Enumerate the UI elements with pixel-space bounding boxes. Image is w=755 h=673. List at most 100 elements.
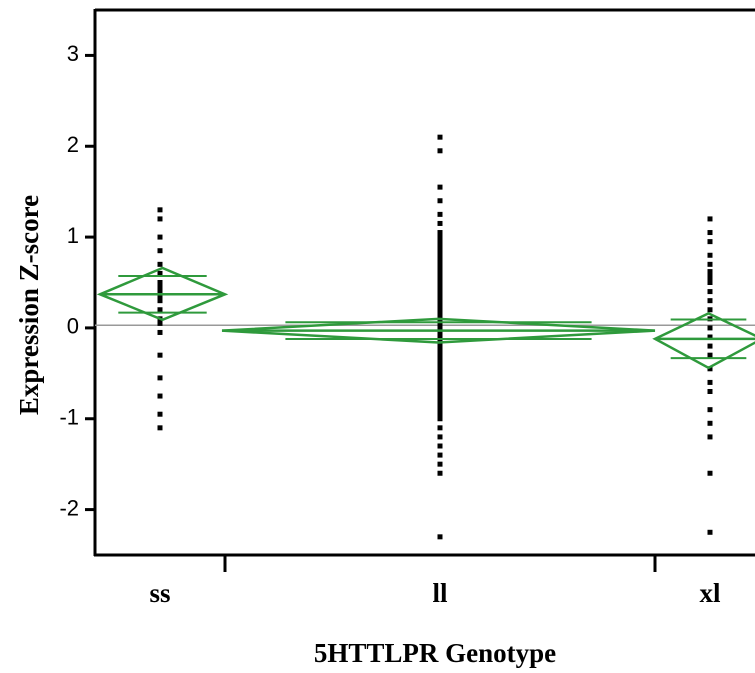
- data-point: [707, 298, 713, 304]
- data-point: [437, 393, 443, 399]
- data-point: [707, 289, 713, 295]
- y-tick-label: -1: [59, 405, 79, 430]
- data-point: [437, 366, 443, 372]
- data-point: [437, 461, 443, 467]
- data-point: [437, 452, 443, 458]
- data-point: [437, 148, 443, 154]
- data-point: [707, 325, 713, 331]
- y-axis-title: Expression Z-score: [14, 195, 44, 415]
- data-point: [437, 334, 443, 340]
- data-point: [437, 298, 443, 304]
- data-point: [437, 343, 443, 349]
- data-point: [157, 261, 163, 267]
- data-point: [157, 329, 163, 335]
- data-point: [707, 352, 713, 358]
- x-tick-label: ll: [432, 578, 448, 608]
- data-point: [437, 389, 443, 394]
- data-point: [437, 329, 443, 335]
- data-point: [437, 234, 443, 240]
- data-point: [707, 252, 713, 258]
- data-point: [437, 252, 443, 258]
- data-point: [157, 216, 163, 222]
- data-point: [437, 434, 443, 440]
- data-point: [437, 402, 443, 408]
- y-tick-label: -2: [59, 495, 79, 520]
- x-axis-title: 5HTTLPR Genotype: [314, 638, 556, 668]
- data-point: [437, 470, 443, 476]
- y-tick-label: 0: [67, 314, 79, 339]
- mean-diamond: [652, 311, 755, 370]
- data-point: [437, 220, 443, 226]
- data-point: [157, 293, 163, 299]
- data-point: [437, 379, 443, 385]
- data-point: [707, 366, 713, 372]
- data-point: [157, 352, 163, 358]
- data-point: [437, 134, 443, 140]
- data-point: [157, 248, 163, 254]
- x-tick-label: xl: [699, 578, 721, 608]
- data-point: [707, 470, 713, 476]
- data-point: [707, 280, 713, 285]
- data-point: [707, 216, 713, 222]
- data-point: [157, 234, 163, 240]
- data-point: [437, 230, 443, 236]
- data-point: [437, 443, 443, 449]
- data-point: [437, 275, 443, 281]
- data-point: [437, 243, 443, 249]
- data-point: [437, 352, 443, 358]
- x-tick-label: ss: [149, 578, 170, 608]
- data-point: [707, 239, 713, 245]
- data-point: [437, 384, 443, 390]
- data-point: [437, 348, 443, 354]
- data-point: [437, 411, 443, 417]
- data-point: [437, 239, 443, 245]
- data-point: [707, 261, 713, 267]
- data-point: [157, 411, 163, 417]
- y-tick-label: 1: [67, 223, 79, 248]
- data-point: [157, 320, 163, 326]
- data-point: [157, 280, 163, 285]
- data-point: [437, 293, 443, 299]
- data-point: [437, 302, 443, 308]
- data-point: [707, 407, 713, 413]
- data-point: [437, 311, 443, 317]
- data-point: [707, 529, 713, 535]
- data-point: [707, 379, 713, 385]
- data-point: [437, 407, 443, 413]
- data-point: [437, 270, 443, 276]
- data-point: [157, 393, 163, 399]
- data-point: [157, 284, 163, 290]
- data-point: [437, 257, 443, 263]
- data-point: [157, 425, 163, 431]
- data-point: [437, 266, 443, 272]
- data-point: [437, 370, 443, 376]
- data-point: [437, 284, 443, 290]
- data-point: [437, 325, 443, 331]
- data-point: [157, 298, 163, 304]
- data-point: [437, 375, 443, 381]
- data-point: [437, 289, 443, 295]
- data-point: [157, 289, 163, 295]
- data-point: [437, 184, 443, 190]
- data-point: [707, 275, 713, 281]
- data-point: [157, 375, 163, 381]
- data-point: [437, 320, 443, 326]
- data-point: [437, 425, 443, 431]
- data-point: [157, 307, 163, 313]
- data-point: [707, 343, 713, 349]
- data-point: [707, 272, 713, 278]
- data-point: [437, 361, 443, 367]
- y-tick-label: 2: [67, 132, 79, 157]
- data-point: [437, 534, 443, 540]
- data-point: [157, 207, 163, 213]
- data-point: [707, 307, 713, 313]
- data-point: [437, 280, 443, 285]
- data-point: [707, 334, 713, 340]
- data-point: [707, 230, 713, 236]
- data-point: [437, 357, 443, 363]
- data-point: [437, 398, 443, 404]
- data-point: [707, 389, 713, 394]
- y-tick-label: 3: [67, 41, 79, 66]
- data-point: [707, 420, 713, 426]
